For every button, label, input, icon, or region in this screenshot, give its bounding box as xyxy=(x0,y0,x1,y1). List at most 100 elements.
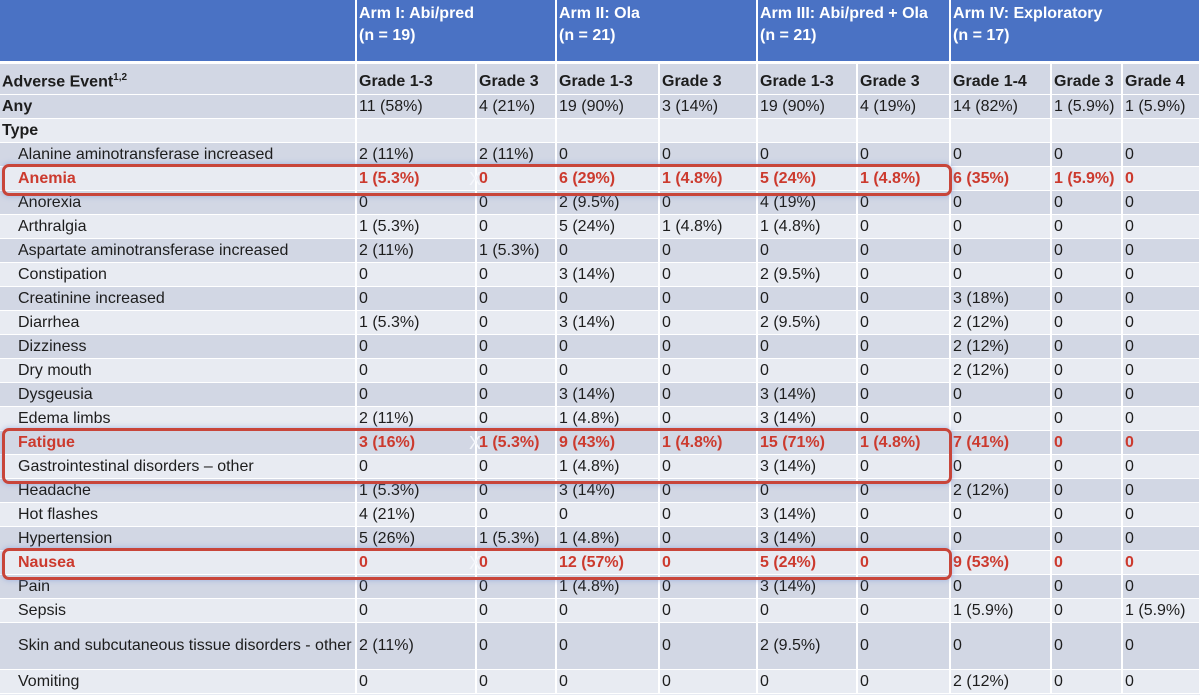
table-cell: 0 xyxy=(476,334,557,359)
table-cell: 1 (5.9%) xyxy=(1122,94,1200,119)
table-cell: 2 (12%) xyxy=(950,334,1053,359)
table-cell: 15 (71%) xyxy=(757,430,858,455)
table-cell: 0 xyxy=(950,406,1053,431)
table-cell: 0 xyxy=(659,310,758,335)
table-row: Gastrointestinal disorders – other 0 0 1 (4… xyxy=(0,454,1200,479)
table-cell: 0 xyxy=(476,358,557,383)
table-cell: 2 (12%) xyxy=(950,310,1053,335)
table-cell: 1 (4.8%) xyxy=(757,214,858,239)
table-cell: 0 xyxy=(659,406,758,431)
table-cell: 0 xyxy=(950,142,1053,167)
row-label: Vomiting xyxy=(0,669,357,694)
table-cell: 0 xyxy=(476,190,557,215)
table-cell: 0 xyxy=(1051,454,1124,479)
table-cell: 3 (14%) xyxy=(757,382,858,407)
table-cell: 9 (43%) xyxy=(556,430,660,455)
row-label: Anemia xyxy=(0,166,357,191)
table-cell: 0 xyxy=(1051,262,1124,287)
table-cell: 19 (90%) xyxy=(556,94,660,119)
table-cell: 0 xyxy=(556,598,660,623)
table-cell: 0 xyxy=(659,622,758,670)
table-cell: 0 xyxy=(1122,406,1200,431)
row-label: Gastrointestinal disorders – other xyxy=(0,454,357,479)
table-cell: 0 xyxy=(1051,598,1124,623)
table-row: Nausea 0 0 12 (57%) 0 5 (24%) 0 9 (53%) 0 0 xyxy=(0,550,1200,575)
table-cell: 0 xyxy=(950,238,1053,263)
table-cell: 1 (4.8%) xyxy=(556,526,660,551)
table-cell: 0 xyxy=(659,598,758,623)
table-cell: 2 (12%) xyxy=(950,478,1053,503)
arm-header-row: Arm I: Abi/pred (n = 19) Arm II: Ola (n = … xyxy=(0,0,1200,64)
row-label: Headache xyxy=(0,478,357,503)
table-row: Dry mouth 0 0 0 0 0 0 2 (12%) 0 0 xyxy=(0,358,1200,383)
table-cell: 3 (14%) xyxy=(757,526,858,551)
table-row: Dysgeusia 0 0 3 (14%) 0 3 (14%) 0 0 0 0 xyxy=(0,382,1200,407)
table-cell: 0 xyxy=(857,406,952,431)
table-cell: 0 xyxy=(356,454,477,479)
type-label: Type xyxy=(0,118,357,143)
table-cell: 0 xyxy=(659,358,758,383)
table-cell: 0 xyxy=(1122,238,1200,263)
table-cell: 0 xyxy=(1051,382,1124,407)
table-cell: 0 xyxy=(476,454,557,479)
table-cell: 1 (4.8%) xyxy=(659,430,758,455)
table-cell: 0 xyxy=(857,598,952,623)
table-cell: 0 xyxy=(950,454,1053,479)
table-cell: 0 xyxy=(659,334,758,359)
table-cell: 0 xyxy=(857,310,952,335)
table-cell: 0 xyxy=(1051,574,1124,599)
table-cell: 0 xyxy=(1051,550,1124,575)
table-cell: 0 xyxy=(476,598,557,623)
table-row: Arthralgia 1 (5.3%) 0 5 (24%) 1 (4.8%) 1 (4.8… xyxy=(0,214,1200,239)
table-cell: 1 (5.3%) xyxy=(356,166,477,191)
table-cell: 0 xyxy=(950,214,1053,239)
table-cell: 0 xyxy=(857,190,952,215)
table-cell: 1 (4.8%) xyxy=(659,214,758,239)
table-cell: 0 xyxy=(659,502,758,527)
table-cell: 0 xyxy=(1051,669,1124,694)
table-cell: 0 xyxy=(1051,526,1124,551)
table-cell: 0 xyxy=(1051,190,1124,215)
table-cell: 3 (14%) xyxy=(757,502,858,527)
table-cell: 3 (14%) xyxy=(757,406,858,431)
table-cell: 0 xyxy=(757,478,858,503)
table-row: Skin and subcutaneous tissue disorders -… xyxy=(0,622,1200,670)
table-cell: 0 xyxy=(476,262,557,287)
table-cell: 3 (14%) xyxy=(556,382,660,407)
table-cell: 0 xyxy=(757,598,858,623)
grade-header: Grade 1-3 xyxy=(356,62,477,95)
arm-1-header: Arm I: Abi/pred (n = 19) xyxy=(356,0,557,64)
table-cell: 0 xyxy=(1051,430,1124,455)
table-row: Hypertension 5 (26%) 1 (5.3%) 1 (4.8%) 0 3 (1… xyxy=(0,526,1200,551)
table-cell: 0 xyxy=(659,478,758,503)
table-cell: 2 (11%) xyxy=(356,622,477,670)
table-cell: 4 (21%) xyxy=(476,94,557,119)
table-cell: 0 xyxy=(1122,214,1200,239)
table-cell: 0 xyxy=(857,286,952,311)
grade-header-row: Adverse Event1,2 Grade 1-3 Grade 3 Grade… xyxy=(0,62,1200,95)
table-cell: 6 (29%) xyxy=(556,166,660,191)
table-cell: 6 (35%) xyxy=(950,166,1053,191)
table-cell: 0 xyxy=(1051,358,1124,383)
table-row: Sepsis 0 0 0 0 0 0 1 (5.9%) 0 1 (5.9%) xyxy=(0,598,1200,623)
table-cell: 3 (16%) xyxy=(356,430,477,455)
table-cell: 0 xyxy=(1051,310,1124,335)
table-cell: 0 xyxy=(757,142,858,167)
table-cell: 0 xyxy=(1122,550,1200,575)
table-cell: 2 (11%) xyxy=(356,238,477,263)
table-cell: 0 xyxy=(1122,262,1200,287)
table-cell: 0 xyxy=(857,358,952,383)
table-cell: 0 xyxy=(950,382,1053,407)
table-cell: 0 xyxy=(1122,358,1200,383)
row-label: Alanine aminotransferase increased xyxy=(0,142,357,167)
table-cell: 0 xyxy=(1122,478,1200,503)
table-cell: 0 xyxy=(356,550,477,575)
arm-2-header: Arm II: Ola (n = 21) xyxy=(556,0,758,64)
row-label: Dry mouth xyxy=(0,358,357,383)
table-cell: 2 (9.5%) xyxy=(757,262,858,287)
table-cell: 0 xyxy=(857,526,952,551)
table-row: Pain 0 0 1 (4.8%) 0 3 (14%) 0 0 0 0 xyxy=(0,574,1200,599)
table-cell: 0 xyxy=(1122,334,1200,359)
grade-header: Grade 3 xyxy=(476,62,557,95)
